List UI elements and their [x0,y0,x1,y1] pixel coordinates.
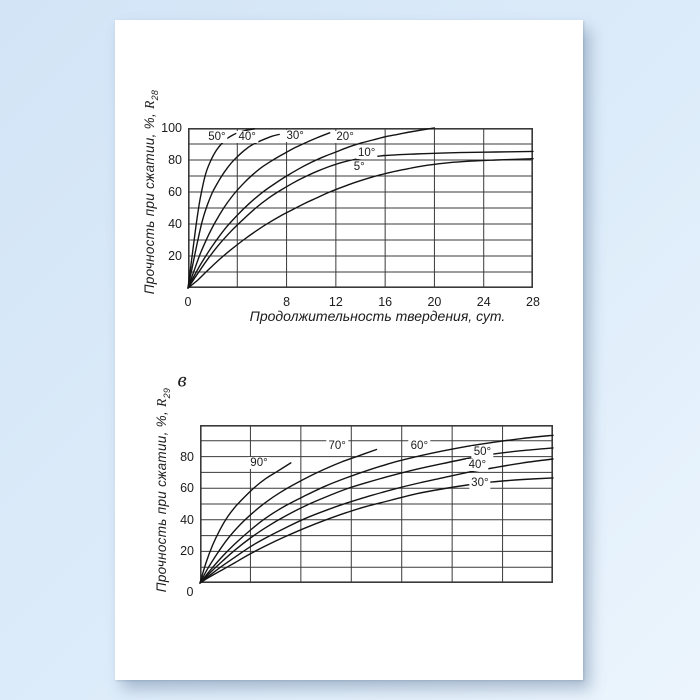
x-axis-title-top: Продолжительность твердения, сут. [188,308,533,324]
y-tick-label: 60 [180,481,194,496]
curve-label-40C: 40° [236,130,258,143]
curve-label-70C: 70° [326,440,348,453]
curve-label-60C: 60° [408,440,431,453]
y-axis-title-bottom-text: Прочность при сжатии, %, [154,406,170,593]
x-tick-label: 16 [378,295,393,309]
strength-symbol-subscript-bottom: 29 [161,387,172,399]
y-tick-label: 60 [168,185,182,199]
curve-40C [187,133,280,289]
curve-label-50C: 50° [206,130,228,143]
curve-10C [187,150,534,289]
plot-area [199,425,554,584]
curve-60C [199,434,554,584]
curve-20C [187,127,436,289]
y-tick-label: 20 [168,249,182,263]
strength-symbol-top: R [142,100,158,109]
figure-panel-label: в [177,367,187,392]
plot-border [200,425,553,583]
curve-label-30C: 30° [469,476,491,489]
y-axis-title-top-text: Прочность при сжатии, %, [142,108,158,295]
chart-bottom-plot: 90° 70° 60° 50° 40° 30° 80 60 40 20 [180,425,554,584]
x-tick-label: 24 [476,295,491,309]
y-tick-label: 80 [180,449,194,464]
x-tick-label: 0 [184,295,192,309]
curve-label-40C: 40° [466,459,489,472]
y-tick-label: 40 [180,512,194,527]
y-tick-label: 100 [161,121,182,135]
curve-label-50C: 50° [471,445,494,458]
y-tick-zero-bottom: 0 [186,585,194,599]
y-tick-label: 40 [168,217,182,231]
plot-area [187,127,534,289]
curve-70C [199,448,378,584]
x-tick-label: 8 [283,295,291,309]
y-tick-label: 20 [180,544,194,559]
curve-label-30C: 30° [284,130,306,142]
curve-label-5C: 5° [351,161,367,174]
curve-30C [187,132,331,289]
x-tick-label: 12 [328,295,343,309]
x-tick-label: 28 [526,295,540,309]
strength-symbol-subscript-top: 28 [149,89,160,101]
curve-90C [199,462,292,584]
curve-label-90C: 90° [248,456,270,469]
document-page: Прочность при сжатии, %, R28 50° 40° 30° 20… [115,20,583,680]
x-tick-label: 20 [427,295,442,309]
plot-border [188,128,533,288]
y-tick-label: 80 [168,153,182,167]
chart-top-plot: 50° 40° 30° 20° 10° 5° 0 8 12 16 20 24 28 100 80 60 40 20 [161,121,540,309]
x-axis-title-top-text: Продолжительность твердения, сут. [249,308,506,324]
curve-label-20C: 20° [334,130,356,143]
curve-label-10C: 10° [355,146,378,159]
strength-symbol-bottom: R [154,398,170,407]
curve-5C [187,158,534,289]
curve-50C [199,447,554,584]
curve-40C [199,458,554,584]
